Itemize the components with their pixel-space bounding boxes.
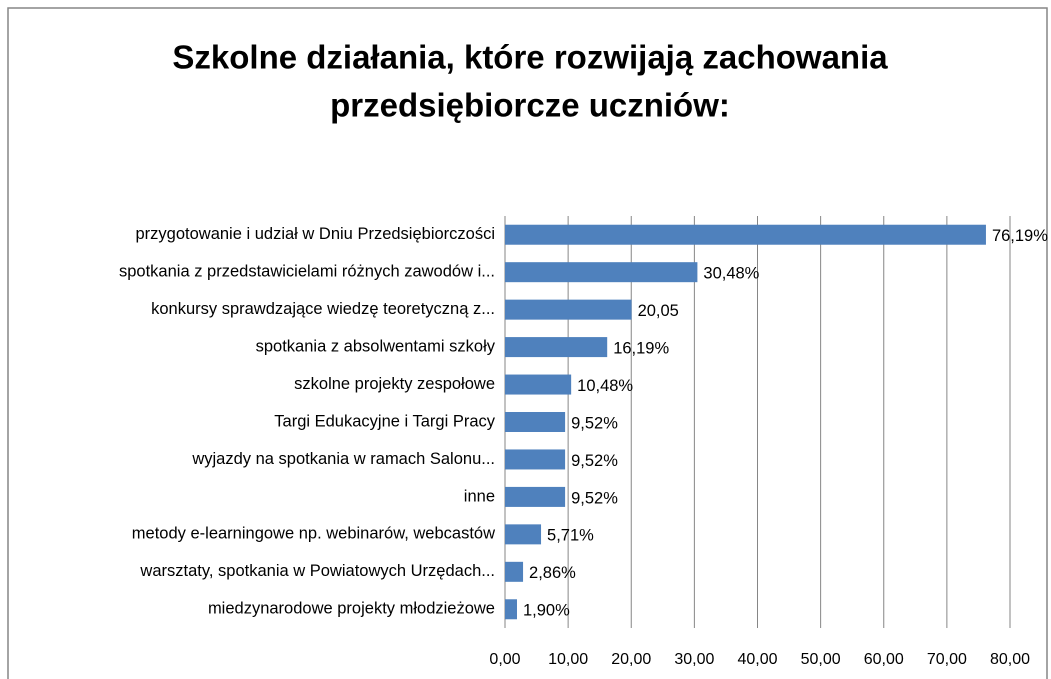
- y-tick-label: szkolne projekty zespołowe: [294, 375, 495, 393]
- y-tick-label: konkursy sprawdzające wiedzę teoretyczną…: [151, 300, 495, 318]
- value-label: 2,86%: [529, 564, 576, 582]
- x-tick-label: 0,00: [489, 651, 520, 668]
- bar: [505, 599, 517, 620]
- y-tick-label: warsztaty, spotkania w Powiatowych Urzęd…: [139, 562, 495, 580]
- y-tick-label: Targi Edukacyjne i Targi Pracy: [274, 412, 495, 430]
- y-tick-label: metody e-learningowe np. webinarów, webc…: [132, 525, 495, 543]
- x-tick-label: 30,00: [674, 651, 714, 668]
- value-label: 9,52%: [571, 452, 618, 470]
- bar: [505, 299, 632, 320]
- bar: [505, 412, 566, 432]
- value-label: 9,52%: [571, 414, 618, 432]
- x-tick-label: 60,00: [864, 651, 904, 668]
- bar: [505, 224, 986, 245]
- value-label: 5,71%: [547, 527, 594, 545]
- y-tick-label: inne: [464, 487, 495, 505]
- x-tick-label: 20,00: [611, 651, 651, 668]
- x-tick-label: 50,00: [801, 651, 841, 668]
- chart-title: Szkolne działania, które rozwijają zacho…: [172, 39, 888, 76]
- y-tick-label: miedzynarodowe projekty młodzieżowe: [208, 600, 495, 618]
- value-label: 9,52%: [571, 489, 618, 507]
- bar: [505, 486, 566, 507]
- chart-title: przedsiębiorcze uczniów:: [330, 87, 730, 124]
- value-label: 76,19%: [992, 227, 1048, 245]
- bar: [505, 524, 542, 545]
- bar: [505, 337, 608, 358]
- bar: [505, 449, 566, 470]
- value-label: 30,48%: [703, 265, 759, 283]
- bar: [505, 374, 572, 395]
- value-label: 20,05: [638, 302, 679, 320]
- x-tick-label: 10,00: [548, 651, 588, 668]
- bar: [505, 262, 698, 283]
- y-tick-label: spotkania z przedstawicielami różnych za…: [119, 263, 495, 281]
- y-tick-label: wyjazdy na spotkania w ramach Salonu...: [191, 450, 495, 468]
- x-tick-label: 80,00: [990, 651, 1030, 668]
- y-tick-label: przygotowanie i udział w Dniu Przedsiębi…: [136, 225, 496, 243]
- value-label: 16,19%: [613, 339, 669, 357]
- value-label: 10,48%: [577, 377, 633, 395]
- y-tick-label: spotkania z absolwentami szkoły: [256, 337, 496, 355]
- x-tick-label: 40,00: [737, 651, 777, 668]
- value-label: 1,90%: [523, 602, 570, 620]
- x-tick-label: 70,00: [927, 651, 967, 668]
- bar: [505, 561, 524, 582]
